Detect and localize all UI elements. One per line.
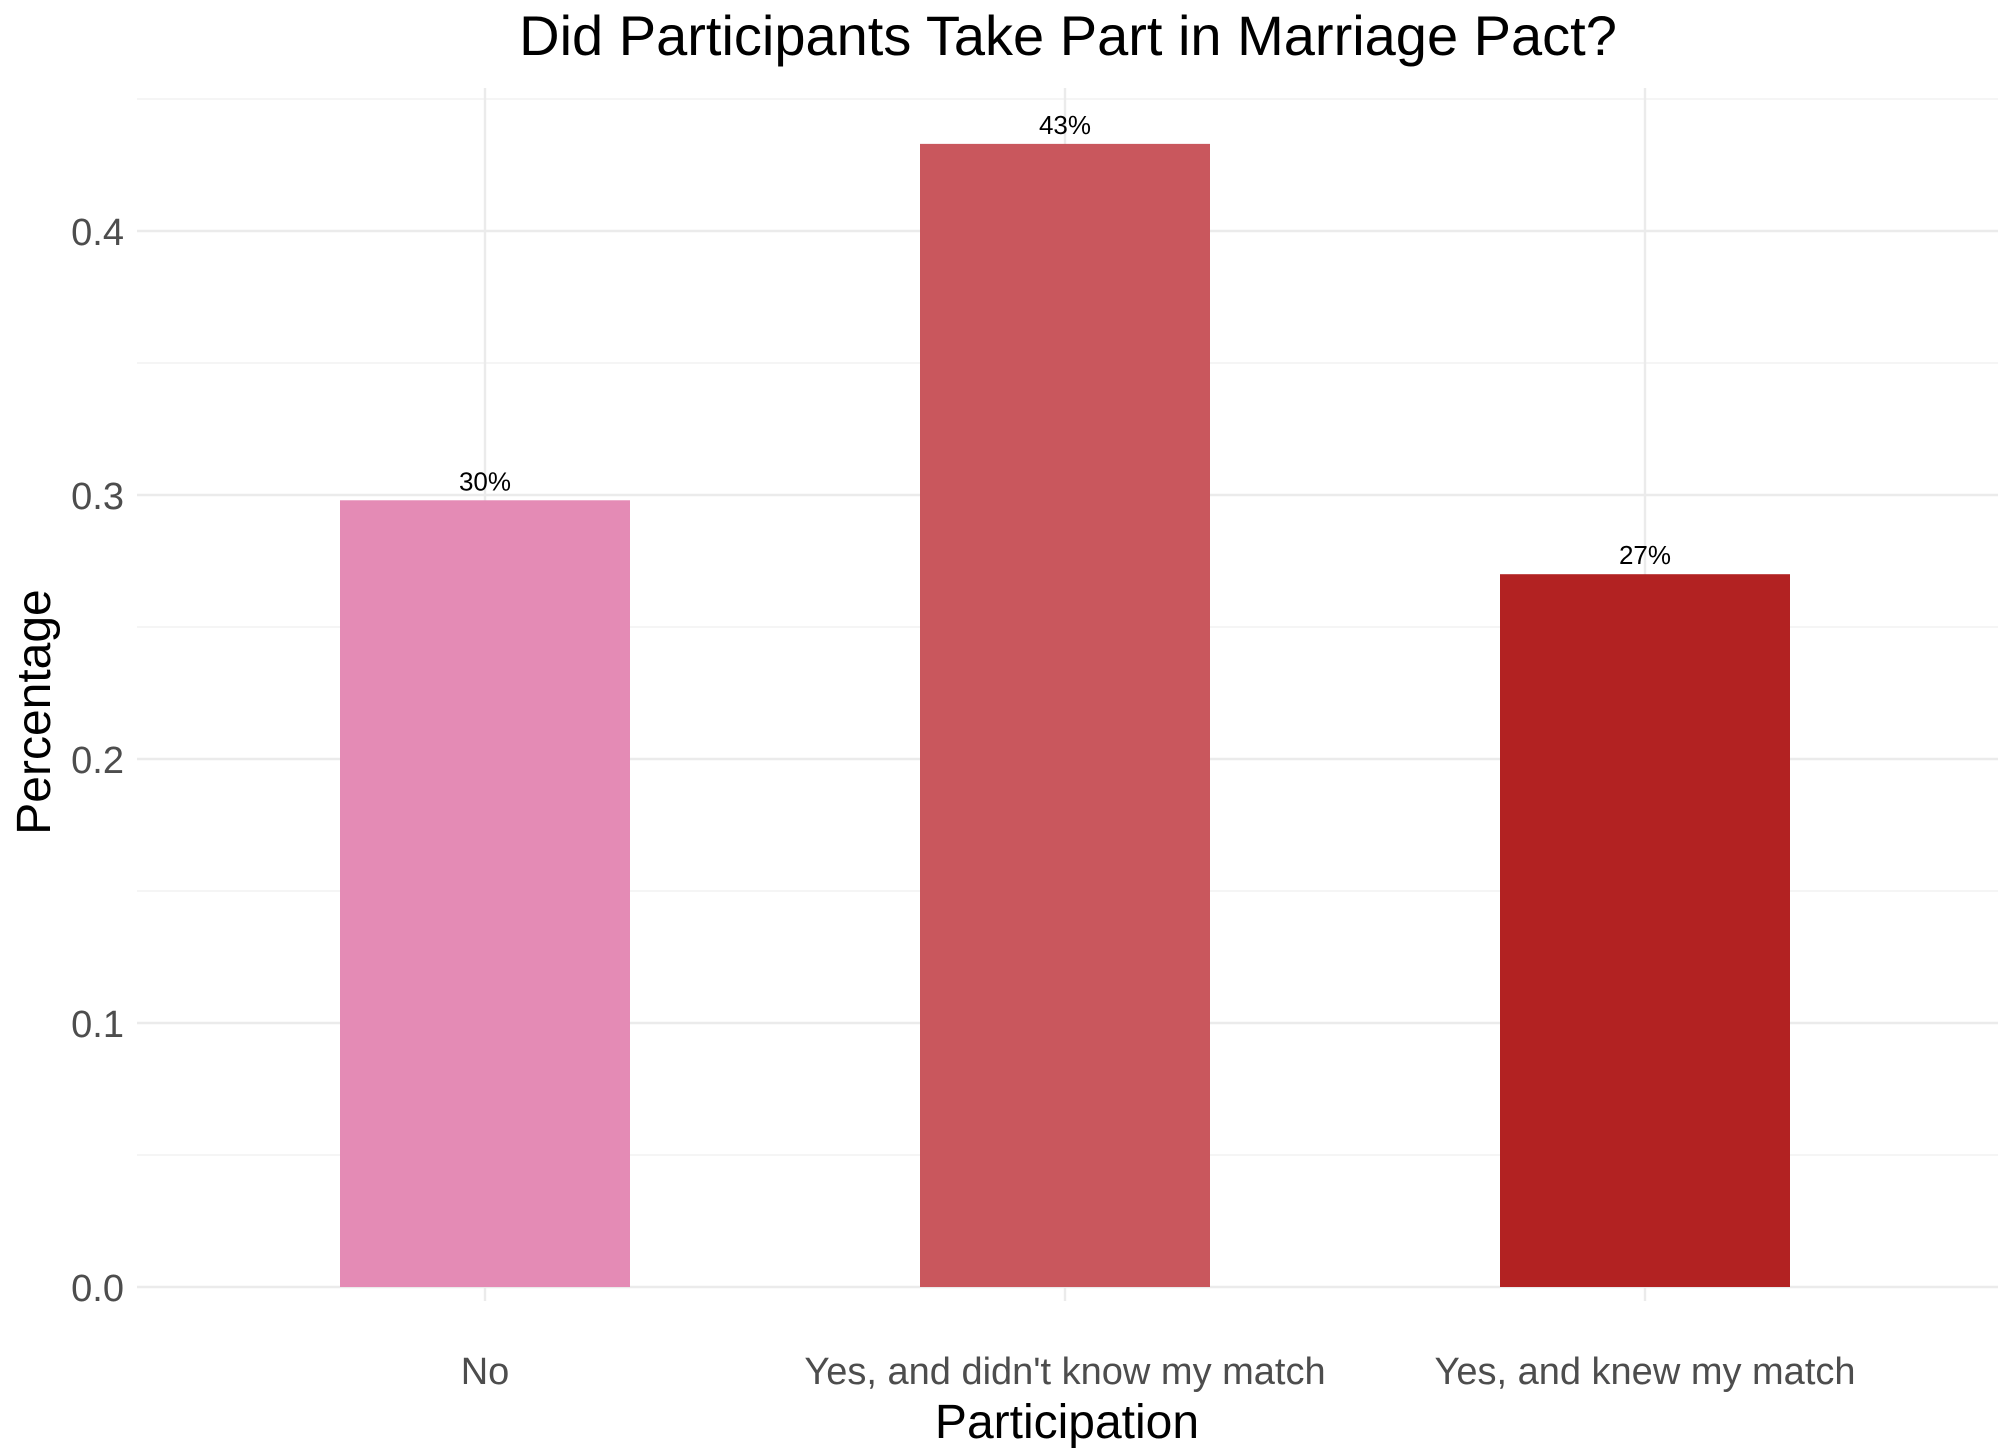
data-label: 43% (1039, 110, 1091, 140)
data-labels: 30% 43% 27% (459, 110, 1671, 570)
x-tick-label: Yes, and didn't know my match (804, 1351, 1325, 1393)
y-tick-label: 0.2 (71, 740, 124, 782)
bar (340, 500, 630, 1287)
x-tick-label: No (461, 1351, 510, 1393)
y-axis-ticks: 0.0 0.1 0.2 0.3 0.4 (71, 212, 124, 1310)
y-tick-label: 0.0 (71, 1268, 124, 1310)
y-tick-label: 0.3 (71, 476, 124, 518)
bar (920, 143, 1210, 1287)
x-tick-label: Yes, and knew my match (1434, 1351, 1855, 1393)
y-tick-label: 0.1 (71, 1004, 124, 1046)
y-axis-title: Percentage (8, 589, 61, 835)
y-tick-label: 0.4 (71, 212, 124, 254)
chart-title: Did Participants Take Part in Marriage P… (519, 4, 1617, 67)
x-axis-title: Participation (935, 1396, 1199, 1449)
data-label: 30% (459, 466, 511, 496)
x-axis-ticks: No Yes, and didn't know my match Yes, and … (461, 1351, 1856, 1393)
bars (340, 143, 1790, 1287)
data-label: 27% (1619, 540, 1671, 570)
bar (1500, 574, 1790, 1287)
